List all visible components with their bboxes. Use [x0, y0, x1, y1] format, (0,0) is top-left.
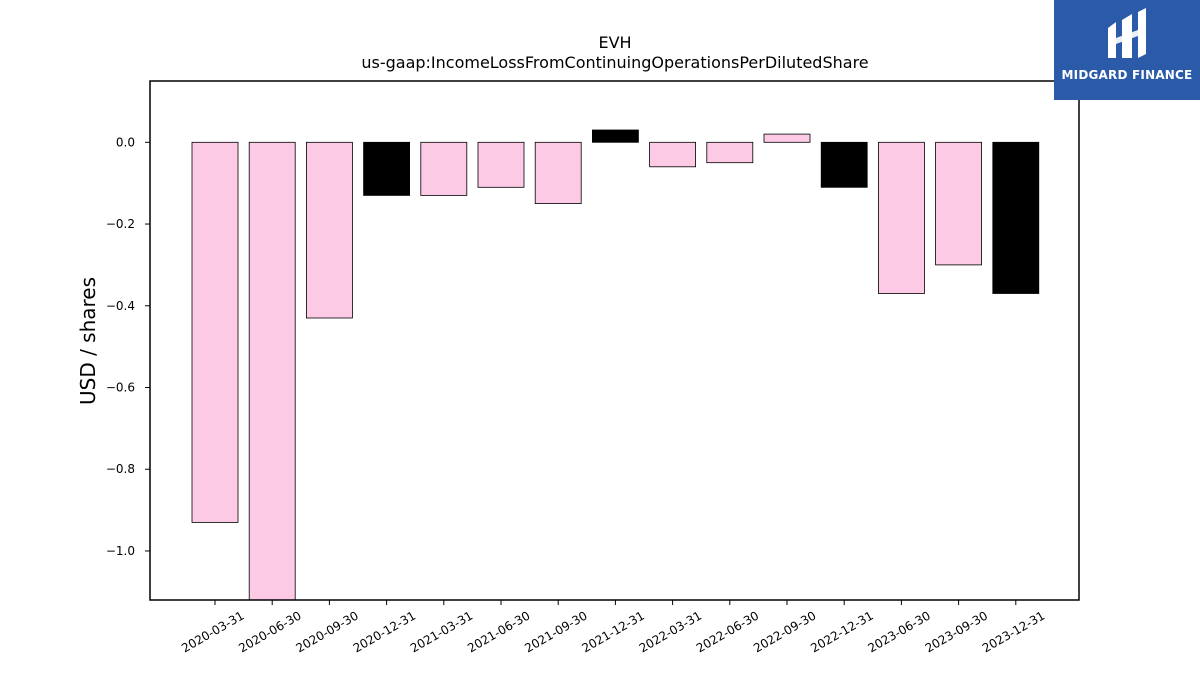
- x-tick-label: 2021-06-30: [465, 608, 532, 655]
- x-tick-label: 2022-09-30: [751, 608, 818, 655]
- bar-2022-12-31: [820, 141, 868, 188]
- x-tick-label: 2023-12-31: [980, 608, 1047, 655]
- x-tick-label: 2022-06-30: [694, 608, 761, 655]
- bars-group: [191, 129, 1040, 601]
- x-tick-label: 2021-09-30: [522, 608, 589, 655]
- bar-2020-12-31: [363, 141, 411, 196]
- bar-2020-09-30: [305, 141, 353, 319]
- x-tick-label: 2021-03-31: [408, 608, 475, 655]
- y-tick-label: 0.0: [116, 135, 135, 149]
- bar-2021-06-30: [477, 141, 525, 188]
- bar-2020-06-30: [248, 141, 296, 601]
- x-tick-label: 2020-03-31: [179, 608, 246, 655]
- bar-2022-09-30: [763, 133, 811, 143]
- y-tick-label: −0.6: [106, 380, 135, 394]
- x-tick-label: 2021-12-31: [579, 608, 646, 655]
- plot-frame: [149, 80, 1080, 601]
- bar-2021-12-31: [592, 129, 639, 143]
- y-axis-label: USD / shares: [76, 277, 100, 405]
- x-tick-label: 2022-12-31: [808, 608, 875, 655]
- logo-mark-icon: [1108, 8, 1146, 58]
- chart-title: EVH: [598, 33, 631, 52]
- logo-text: MIDGARD FINANCE: [1061, 68, 1193, 82]
- bar-2023-12-31: [992, 141, 1040, 294]
- bar-2022-03-31: [649, 141, 696, 168]
- x-tick-label: 2020-06-30: [236, 608, 303, 655]
- bar-2021-09-30: [534, 141, 582, 205]
- y-tick-label: −0.4: [106, 299, 135, 313]
- bar-2023-06-30: [878, 141, 925, 294]
- chart-subtitle: us-gaap:IncomeLossFromContinuingOperatio…: [361, 53, 868, 72]
- bar-2021-03-31: [420, 141, 468, 196]
- y-ticks-group: 0.0 −0.2 −0.4 −0.6 −0.8 −1.0: [106, 135, 150, 558]
- x-tick-label: 2023-09-30: [923, 608, 990, 655]
- x-tick-label: 2022-03-31: [637, 608, 704, 655]
- bar-2023-09-30: [935, 141, 982, 266]
- x-tick-label: 2020-12-31: [351, 608, 418, 655]
- midgard-finance-logo: MIDGARD FINANCE: [1054, 0, 1200, 100]
- y-tick-label: −1.0: [106, 544, 135, 558]
- x-tick-label: 2020-09-30: [293, 608, 360, 655]
- x-ticks-group: 2020-03-312020-06-302020-09-302020-12-31…: [179, 600, 1047, 655]
- bar-2022-06-30: [706, 141, 754, 164]
- y-tick-label: −0.8: [106, 462, 135, 476]
- x-tick-label: 2023-06-30: [865, 608, 932, 655]
- bar-2020-03-31: [191, 141, 239, 523]
- y-tick-label: −0.2: [106, 217, 135, 231]
